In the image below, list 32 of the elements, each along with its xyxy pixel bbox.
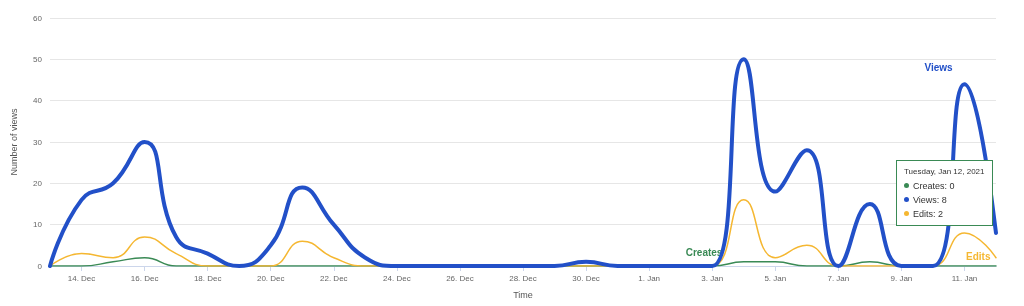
y-tick-label: 50 — [33, 54, 43, 64]
series-label: Creates — [685, 247, 723, 259]
y-tick-label: 0 — [37, 261, 43, 271]
x-tick-label: 28. Dec — [509, 273, 537, 283]
series-label: Views — [924, 61, 954, 73]
x-tick-label: 24. Dec — [383, 273, 411, 283]
x-tick-label: 1. Jan — [638, 273, 661, 283]
annotation: Tuesday, Jan 12, 2021 — [904, 166, 985, 178]
annotation: Edits: 2 — [913, 209, 944, 219]
x-tick-label: 14. Dec — [67, 273, 96, 283]
x-tick-label: 3. Jan — [701, 273, 724, 283]
x-axis-title: Time — [513, 289, 533, 300]
x-tick-label: 11. Jan — [951, 273, 978, 283]
y-tick-label: 60 — [33, 13, 43, 23]
x-tick-label: 26. Dec — [446, 273, 474, 283]
y-tick-label: 10 — [33, 220, 43, 230]
x-tick-label: 30. Dec — [572, 273, 600, 283]
x-tick-label: 5. Jan — [764, 273, 787, 283]
line-series — [48, 57, 998, 268]
x-tick-label: 18. Dec — [193, 273, 222, 283]
x-tick-label: 9. Jan — [890, 273, 913, 283]
y-tick-label: 30 — [33, 137, 43, 147]
y-tick-label: 20 — [33, 178, 43, 188]
x-tick-label: 7. Jan — [827, 273, 850, 283]
x-tick-label: 16. Dec — [130, 273, 159, 283]
y-tick-label: 40 — [33, 96, 43, 106]
series-label: Edits — [966, 251, 991, 263]
y-axis-title: Number of views — [8, 107, 19, 176]
annotation: Views: 8 — [913, 195, 947, 205]
annotation: Creates: 0 — [913, 181, 955, 191]
x-tick-label: 22. Dec — [320, 273, 348, 283]
x-tick-label: 20. Dec — [256, 273, 285, 283]
